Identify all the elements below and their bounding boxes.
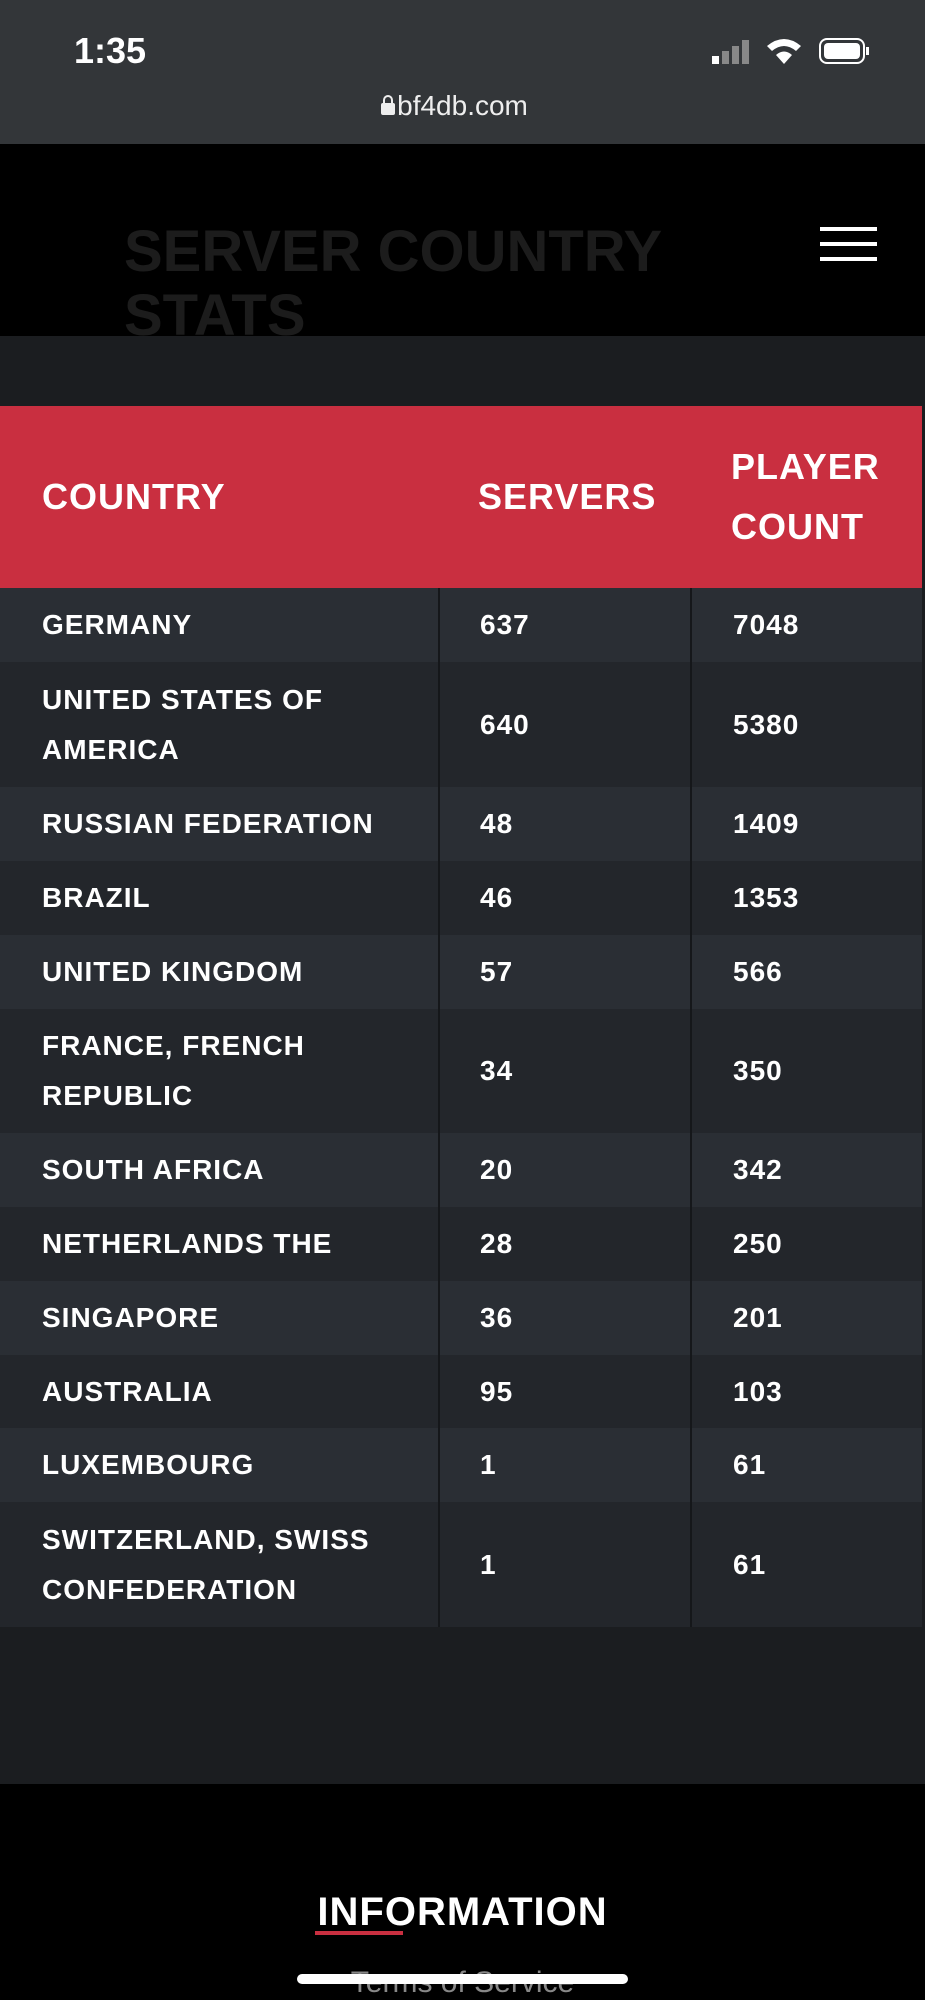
number-cell: 61 [690, 1502, 922, 1627]
page-title: SERVER COUNTRY STATS [124, 219, 662, 348]
status-icons [712, 38, 869, 64]
url[interactable]: bf4db.com [397, 90, 528, 121]
column-header: PLAYER COUNT [731, 446, 880, 547]
table-row: UNITED KINGDOM 57 566 [0, 935, 922, 1009]
number-cell: 36 [438, 1281, 690, 1355]
number-cell: 250 [690, 1207, 922, 1281]
country-cell: BRAZIL [42, 882, 151, 913]
number-cell: 57 [438, 935, 690, 1009]
number-cell: 34 [438, 1009, 690, 1133]
number-cell: 46 [438, 861, 690, 935]
menu-line[interactable] [820, 227, 877, 231]
column-header: COUNTRY [42, 476, 226, 517]
number-cell: 1353 [690, 861, 922, 935]
table-row: GERMANY 637 7048 [0, 588, 922, 662]
number-cell: 1409 [690, 787, 922, 861]
number-cell: 342 [690, 1133, 922, 1207]
lock-icon [381, 95, 395, 115]
column-header: SERVERS [478, 476, 657, 517]
country-cell: GERMANY [42, 609, 193, 640]
clock: 1:35 [74, 30, 147, 71]
footer [0, 1784, 925, 2000]
home-indicator [297, 1974, 628, 1984]
number-cell: 95 [438, 1355, 690, 1428]
stats-table: COUNTRY SERVERS PLAYER COUNT GERMANY 637 7048… [0, 406, 922, 1627]
country-cell: SWITZERLAND, SWISS CONFEDERATION [42, 1523, 370, 1605]
table-row: AUSTRALIA 95 103 [0, 1355, 922, 1428]
table-row: NETHERLANDS THE 28 250 [0, 1207, 922, 1281]
number-cell: 350 [690, 1009, 922, 1133]
menu-line[interactable] [820, 242, 877, 246]
country-cell: AUSTRALIA [42, 1375, 213, 1407]
number-cell: 20 [438, 1133, 690, 1207]
number-cell: 566 [690, 935, 922, 1009]
table-row: UNITED STATES OF AMERICA 640 5380 [0, 662, 922, 787]
country-cell: UNITED STATES OF AMERICA [42, 683, 323, 765]
country-cell: FRANCE, FRENCH REPUBLIC [42, 1030, 305, 1111]
number-cell: 103 [690, 1355, 922, 1428]
footer-heading: INFORMATION [317, 1890, 608, 1934]
table-row: RUSSIAN FEDERATION 48 1409 [0, 787, 922, 861]
country-cell: SINGAPORE [42, 1302, 220, 1333]
number-cell: 637 [438, 588, 690, 662]
table-row: SINGAPORE 36 201 [0, 1281, 922, 1355]
number-cell: 640 [438, 662, 690, 787]
country-cell: LUXEMBOURG [42, 1449, 255, 1480]
number-cell: 1 [438, 1428, 690, 1502]
underline [315, 1931, 403, 1935]
number-cell: 61 [690, 1428, 922, 1502]
menu-line[interactable] [820, 257, 877, 261]
nav-bar [0, 144, 925, 336]
number-cell: 7048 [690, 588, 922, 662]
country-cell: NETHERLANDS THE [42, 1228, 333, 1259]
number-cell: 28 [438, 1207, 690, 1281]
header-row: COUNTRY SERVERS PLAYER COUNT [0, 406, 922, 588]
table-row: SWITZERLAND, SWISS CONFEDERATION 1 61 [0, 1502, 922, 1627]
number-cell: 5380 [690, 662, 922, 787]
table-row: LUXEMBOURG 1 61 [0, 1428, 922, 1502]
country-cell: UNITED KINGDOM [42, 956, 304, 987]
country-cell: SOUTH AFRICA [42, 1154, 265, 1185]
number-cell: 1 [438, 1502, 690, 1627]
table-row: FRANCE, FRENCH REPUBLIC 34 350 [0, 1009, 922, 1133]
number-cell: 201 [690, 1281, 922, 1355]
status-bar: 1:35 bf4db.com [0, 0, 925, 144]
country-cell: RUSSIAN FEDERATION [42, 808, 374, 839]
table-row: SOUTH AFRICA 20 342 [0, 1133, 922, 1207]
number-cell: 48 [438, 787, 690, 861]
table-row: BRAZIL 46 1353 [0, 861, 922, 935]
